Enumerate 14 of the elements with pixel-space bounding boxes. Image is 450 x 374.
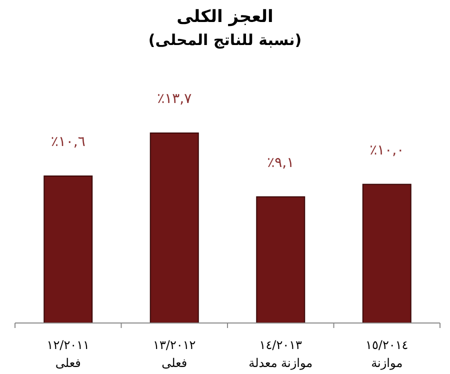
bar — [362, 184, 412, 324]
x-tick-label: ١٢/٢٠١١ فعلى — [46, 338, 90, 370]
data-label: ٪١٠,٦ — [50, 134, 86, 150]
x-tick-label: ١٣/٢٠١٢ فعلى — [153, 338, 196, 370]
x-tick-label: ١٥/٢٠١٤ موازنة — [366, 338, 408, 370]
data-label: ٪١٠,٠ — [370, 142, 404, 158]
chart-subtitle: (نسبة للناتج المحلى) — [148, 31, 302, 49]
x-tick-label: ١٤/٢٠١٣ موازنة معدلة — [248, 338, 313, 370]
bar — [150, 132, 199, 324]
data-label: ٪٩,١ — [267, 154, 294, 171]
bar — [256, 196, 306, 324]
data-label: ٪١٣,٧ — [157, 91, 192, 107]
bar — [44, 175, 93, 324]
chart-title: العجز الكلى — [176, 7, 274, 27]
